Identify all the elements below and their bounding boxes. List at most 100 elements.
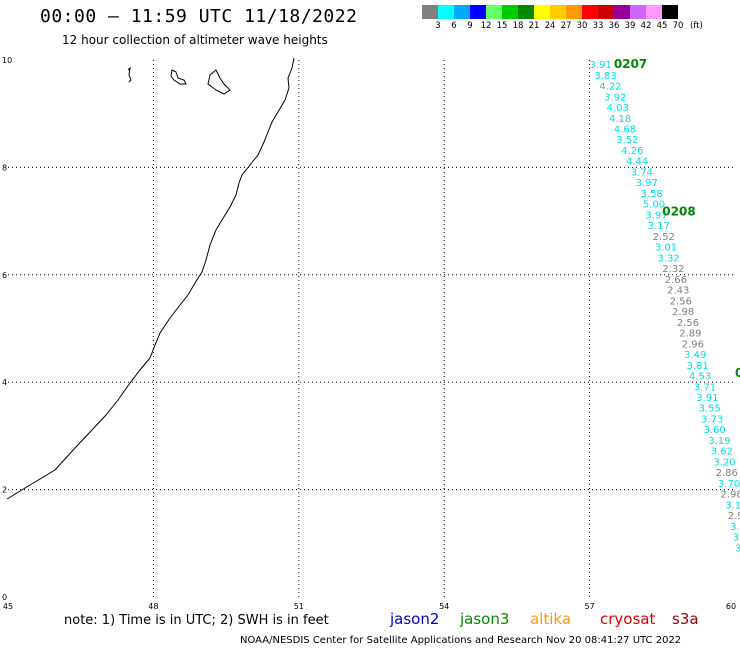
swh-value: 3.91 <box>696 393 718 404</box>
x-tick-label: 54 <box>439 602 449 610</box>
swh-value: 4.18 <box>609 114 631 125</box>
y-tick-label: 10 <box>2 56 12 65</box>
lat-lon-grid <box>8 60 735 597</box>
legend-label: 36 <box>608 21 620 31</box>
swh-value: 3.83 <box>594 71 616 82</box>
legend-swatch <box>646 5 662 19</box>
swh-value: 3 <box>735 543 740 554</box>
legend-swatch <box>630 5 646 19</box>
legend-label: 70 <box>672 21 684 31</box>
legend-label: 18 <box>512 21 524 31</box>
swh-value: 3.73 <box>701 414 723 425</box>
legend-label: 27 <box>560 21 572 31</box>
satellite-label-cryosat: cryosat <box>600 610 656 628</box>
pass-label: 0207 <box>614 57 647 71</box>
swh-value: 2.96 <box>682 339 704 350</box>
swh-value: 2.56 <box>677 318 699 329</box>
x-tick-label: 45 <box>3 602 13 610</box>
legend-swatch <box>582 5 598 19</box>
coastline-path <box>6 57 295 500</box>
swh-value: 5.00 <box>643 200 665 211</box>
swh-value: 2.9 <box>728 511 740 522</box>
color-legend-labels: 3 6 9 12 15 18 21 24 27 30 33 36 39 42 45 70 (ft) <box>422 21 740 33</box>
swh-value: 2.52 <box>653 232 675 243</box>
swh-value: 3.2 <box>730 522 740 533</box>
swh-value: 2.56 <box>670 296 692 307</box>
swh-value: 3.55 <box>699 404 721 415</box>
swh-value: 3.19 <box>708 436 730 447</box>
legend-label: 15 <box>496 21 508 31</box>
x-tick-label: 60 <box>726 602 736 610</box>
satellite-label-jason2: jason2 <box>390 610 440 628</box>
legend-swatch <box>566 5 582 19</box>
swh-value: 3.60 <box>703 425 725 436</box>
legend-label: 30 <box>576 21 588 31</box>
swh-value: 3.20 <box>713 457 735 468</box>
swh-value: 3.32 <box>657 253 679 264</box>
y-tick-label: 2 <box>2 486 7 495</box>
legend-label: 24 <box>544 21 556 31</box>
satellite-label-s3a: s3a <box>672 610 699 628</box>
legend-label: 33 <box>592 21 604 31</box>
swh-value: 3. <box>733 533 740 544</box>
map-subtitle: 12 hour collection of altimeter wave hei… <box>62 33 328 47</box>
island-3 <box>207 69 231 95</box>
credit-line: NOAA/NESDIS Center for Satellite Applica… <box>240 635 682 646</box>
map-title: 00:00 – 11:59 UTC 11/18/2022 <box>40 6 358 27</box>
swh-value: 2.43 <box>667 286 689 297</box>
swh-value: 3.71 <box>694 382 716 393</box>
swh-value: 2.66 <box>665 275 687 286</box>
legend-swatch <box>502 5 518 19</box>
legend-label: 9 <box>467 21 473 31</box>
footer-note: note: 1) Time is in UTC; 2) SWH is in fe… <box>64 613 329 628</box>
x-tick-label: 57 <box>585 602 595 610</box>
legend-swatch <box>534 5 550 19</box>
legend-label: 42 <box>640 21 652 31</box>
swh-value: 3.58 <box>640 189 662 200</box>
legend-label: 6 <box>451 21 457 31</box>
y-tick-label: 0 <box>2 593 7 602</box>
swh-value: 4.26 <box>621 146 643 157</box>
color-legend <box>422 5 678 19</box>
legend-swatch <box>598 5 614 19</box>
legend-swatch <box>422 5 438 19</box>
legend-label: 12 <box>480 21 492 31</box>
axis-tick-labels: 45 48 51 54 57 60 0 2 4 6 8 10 <box>2 56 736 610</box>
swh-value: 4.22 <box>599 82 621 93</box>
legend-swatch <box>614 5 630 19</box>
swh-value: 3.91 <box>590 60 612 71</box>
satellite-label-jason3: jason3 <box>460 610 510 628</box>
swh-value: 4.53 <box>689 372 711 383</box>
pass-labels: 0207 0208 0209 <box>614 57 740 380</box>
swh-value: 2.98 <box>720 490 740 501</box>
coastline <box>6 57 295 500</box>
swh-value: 3.97 <box>645 210 667 221</box>
swh-values: 3.913.834.223.924.034.184.683.524.264.44… <box>590 60 740 554</box>
swh-value: 4.03 <box>607 103 629 114</box>
y-tick-label: 8 <box>2 163 7 172</box>
legend-swatch <box>518 5 534 19</box>
legend-swatch <box>438 5 454 19</box>
island-1 <box>127 66 132 83</box>
swh-value: 3.97 <box>636 178 658 189</box>
legend-label: 3 <box>435 21 441 31</box>
x-tick-label: 48 <box>148 602 158 610</box>
swh-value: 3.52 <box>616 135 638 146</box>
y-tick-label: 6 <box>2 271 7 280</box>
swh-value: 2.32 <box>662 264 684 275</box>
swh-value: 3.70 <box>718 479 740 490</box>
swh-value: 3.49 <box>684 350 706 361</box>
y-tick-label: 4 <box>2 378 7 387</box>
island-2 <box>170 69 187 85</box>
swh-value: 2.98 <box>672 307 694 318</box>
swh-value: 2.89 <box>679 329 701 340</box>
legend-swatch <box>454 5 470 19</box>
swh-value: 4.68 <box>614 124 636 135</box>
legend-swatch <box>550 5 566 19</box>
swh-value: 4.44 <box>626 157 648 168</box>
swh-value: 3.17 <box>648 221 670 232</box>
legend-swatch <box>662 5 678 19</box>
legend-label: (ft) <box>690 21 703 31</box>
swh-value: 3.92 <box>604 92 626 103</box>
